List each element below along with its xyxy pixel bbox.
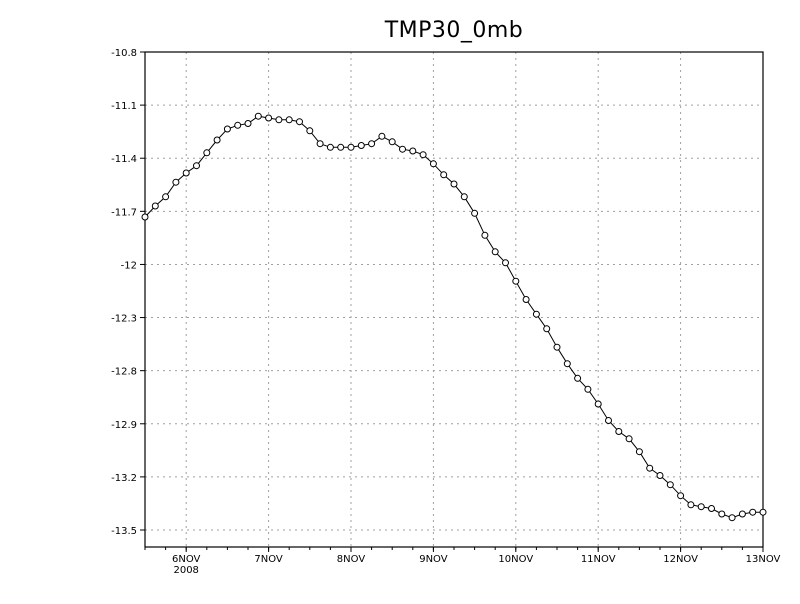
data-point — [141, 213, 149, 221]
series-markers — [141, 112, 767, 522]
series-polyline — [144, 115, 763, 519]
x-tick-label: 7NOV — [254, 554, 283, 565]
data-point — [584, 385, 592, 393]
data-point — [553, 343, 561, 351]
data-point — [594, 400, 602, 408]
y-tick-label: -11.4 — [111, 154, 137, 165]
data-point — [728, 514, 736, 522]
data-point — [749, 508, 757, 516]
data-point — [522, 296, 530, 303]
data-point — [687, 501, 695, 509]
data-point — [666, 481, 674, 489]
data-point — [646, 464, 654, 472]
data-point — [718, 510, 726, 518]
data-point — [543, 325, 551, 333]
data-point — [234, 121, 242, 129]
plot-frame — [144, 51, 764, 548]
grid-lines — [145, 52, 763, 547]
data-point — [625, 435, 633, 443]
y-tick-label: -11.7 — [111, 207, 137, 218]
data-point — [213, 136, 221, 144]
y-tick-label: -13.5 — [111, 526, 137, 537]
data-point — [182, 169, 190, 177]
data-point — [512, 277, 520, 285]
data-point — [759, 508, 767, 516]
data-point — [378, 132, 386, 140]
data-point — [203, 149, 211, 157]
data-point — [563, 360, 571, 368]
data-point — [440, 171, 448, 179]
data-point — [605, 417, 612, 424]
data-point — [502, 259, 509, 267]
data-point — [337, 143, 345, 151]
x-tick-label: 10NOV — [498, 554, 533, 565]
data-point — [429, 160, 437, 168]
data-point — [574, 374, 582, 382]
data-point — [326, 143, 334, 151]
x-tick-label: 8NOV — [337, 554, 366, 565]
data-point — [172, 178, 180, 186]
series-line — [144, 115, 763, 519]
data-point — [419, 151, 427, 159]
data-point — [635, 448, 643, 456]
data-point — [368, 140, 376, 148]
x-tick-label: 9NOV — [419, 554, 448, 565]
y-tick-label: -12.8 — [111, 367, 137, 378]
y-tick-label: -12.9 — [111, 420, 137, 431]
y-tick-label: -10.8 — [111, 48, 137, 59]
x-year-label: 2008 — [173, 565, 198, 576]
data-point — [316, 140, 324, 148]
y-tick-label: -12 — [121, 260, 137, 271]
x-tick-label: 6NOV — [172, 554, 201, 565]
data-point — [615, 428, 623, 435]
data-point — [399, 145, 406, 153]
y-tick-label: -11.1 — [111, 101, 137, 112]
data-point — [697, 503, 705, 511]
x-tick-label: 11NOV — [581, 554, 616, 565]
data-point — [162, 193, 170, 201]
data-point — [708, 505, 715, 512]
data-point — [151, 202, 159, 210]
data-point — [677, 492, 685, 500]
data-point — [532, 310, 540, 318]
data-point — [656, 472, 664, 479]
data-point — [347, 143, 355, 151]
data-point — [193, 162, 200, 170]
y-tick-label: -13.2 — [111, 473, 137, 484]
data-point — [265, 114, 273, 122]
data-point — [306, 127, 314, 135]
data-point — [409, 147, 417, 155]
data-point — [481, 231, 489, 239]
data-point — [296, 118, 303, 126]
data-point — [254, 112, 262, 120]
data-point — [491, 248, 499, 256]
data-point — [460, 193, 468, 201]
y-tick-label: -12.3 — [111, 314, 137, 325]
data-point — [388, 138, 396, 146]
axes — [140, 51, 764, 552]
x-tick-label: 12NOV — [663, 554, 698, 565]
data-point — [450, 180, 458, 188]
tick-labels: -10.8 -11.1 -11.4 -11.7 -12 -12.3 -12.8 -12.9 -1… — [111, 48, 780, 576]
data-point — [738, 510, 746, 518]
chart-title: TMP30_0mb — [384, 18, 524, 43]
x-tick-label: 13NOV — [746, 554, 781, 565]
data-point — [471, 209, 479, 217]
data-point — [357, 142, 365, 149]
data-point — [244, 120, 252, 127]
data-point — [285, 116, 293, 124]
data-point — [275, 116, 283, 124]
data-point — [223, 125, 231, 133]
